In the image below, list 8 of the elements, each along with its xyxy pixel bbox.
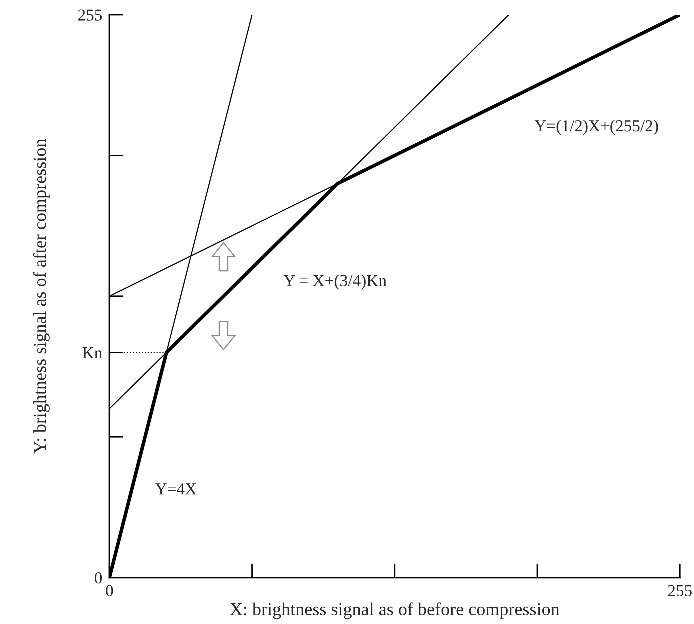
annotation: Y=(1/2)X+(255/2) [534, 120, 658, 136]
annotation: Y=4X [155, 484, 197, 495]
y-tick-label: Kn [82, 348, 102, 358]
y-axis-title: Y: brightness signal as of after compression [33, 139, 50, 454]
y-tick-label: 255 [78, 10, 102, 21]
annotation: Y = X+(3/4)Kn [284, 274, 387, 290]
y-tick-label: 0 [95, 572, 102, 584]
x-axis-title: X: brightness signal as of before compression [230, 602, 560, 620]
